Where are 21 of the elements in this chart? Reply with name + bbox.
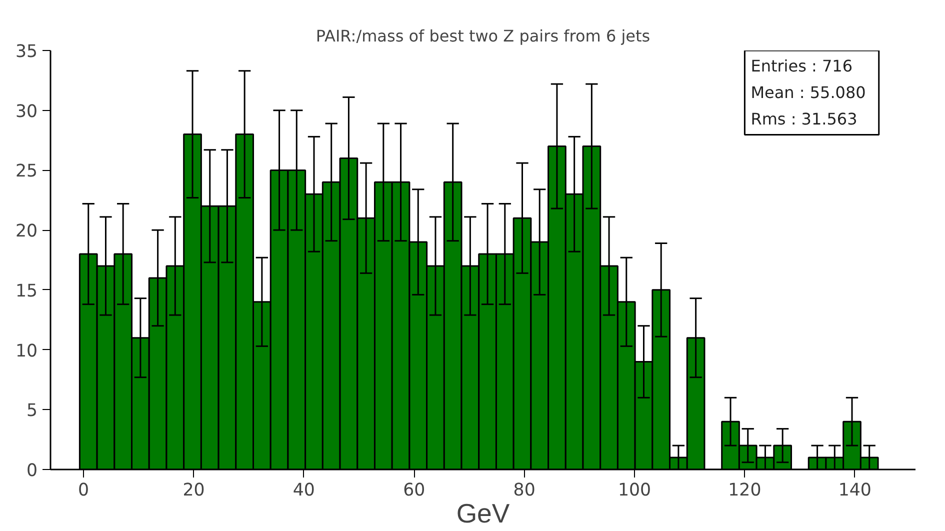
y-tick-label: 0	[26, 461, 38, 481]
y-tick-label: 15	[15, 281, 38, 302]
annotation: Rms : 31.563	[750, 110, 858, 129]
y-tick-label: 20	[15, 222, 38, 242]
y-tick-label: 5	[26, 401, 38, 422]
y-tick-label: 30	[15, 102, 38, 122]
annotation: Entries : 716	[750, 56, 853, 76]
x-tick-label: 40	[292, 480, 315, 500]
x-tick-label: 0	[78, 480, 90, 500]
x-tick-label: 100	[618, 480, 652, 500]
x-tick-label: 60	[403, 480, 426, 500]
x-tick-label: 20	[182, 480, 205, 500]
y-tick-label: 25	[15, 162, 38, 182]
x-tick-label: 140	[838, 480, 872, 500]
x-tick-label: 80	[513, 480, 536, 500]
annotation: Mean : 55.080	[750, 83, 866, 102]
x-axis-title: GeV	[456, 498, 510, 528]
y-tick-label: 35	[15, 42, 38, 62]
y-tick-label: 10	[15, 341, 38, 362]
x-tick-label: 120	[728, 480, 762, 500]
chart-title: PAIR:/mass of best two Z pairs from 6 jets	[316, 26, 650, 46]
